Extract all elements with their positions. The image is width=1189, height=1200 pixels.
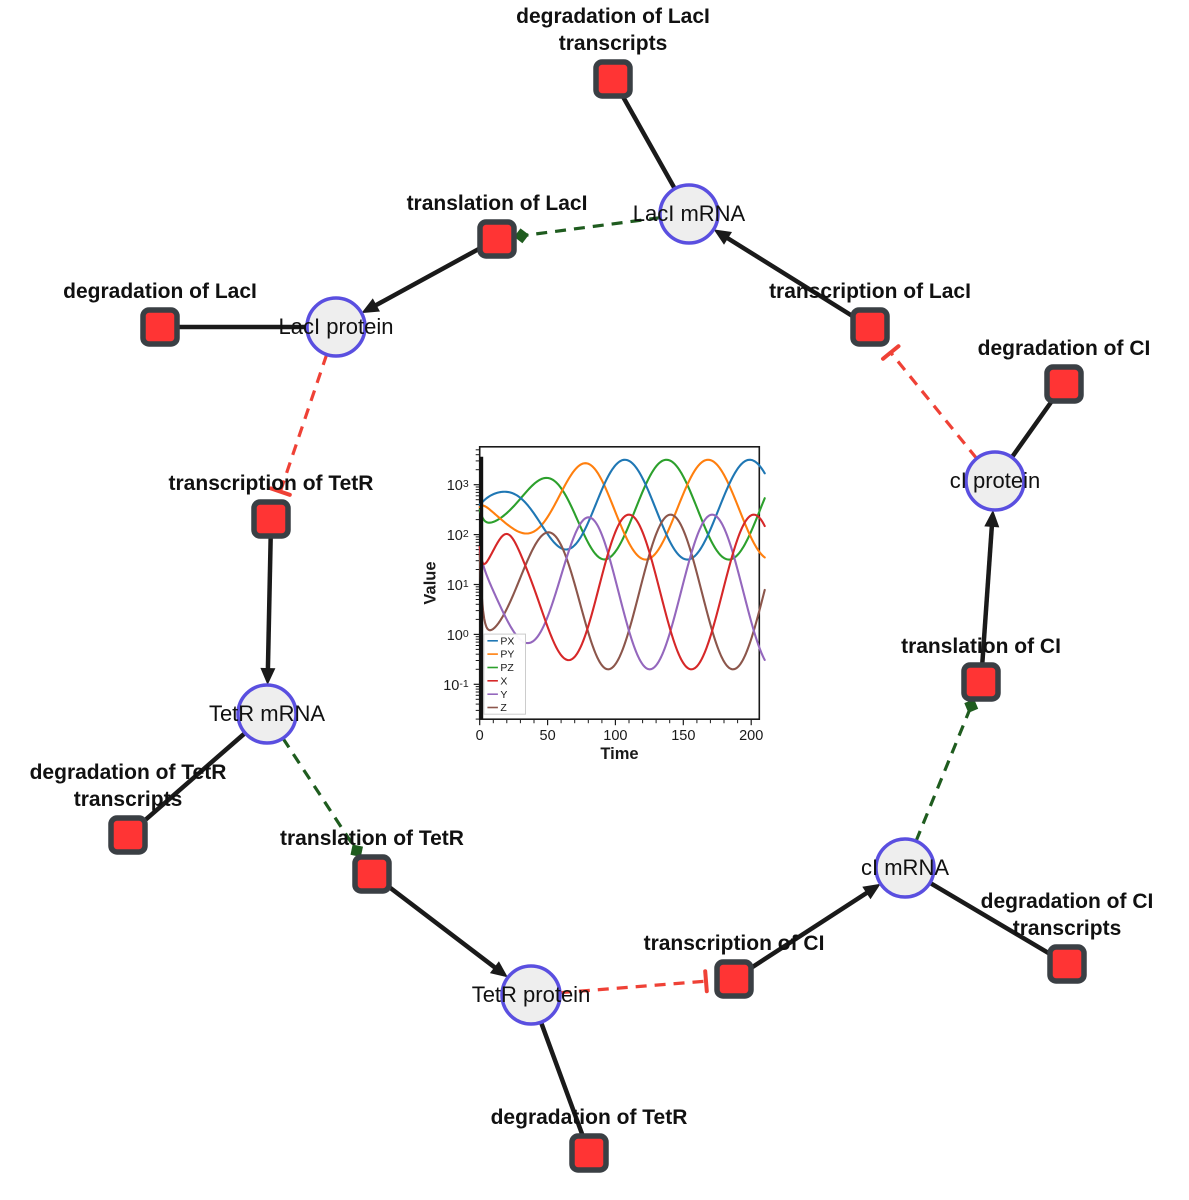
svg-text:PY: PY: [500, 649, 514, 661]
svg-text:PX: PX: [500, 635, 514, 647]
svg-text:transcription of CI: transcription of CI: [644, 932, 825, 955]
svg-text:translation of LacI: translation of LacI: [407, 192, 588, 215]
svg-text:cI mRNA: cI mRNA: [861, 855, 949, 880]
svg-text:PZ: PZ: [500, 662, 514, 674]
svg-text:100: 100: [603, 728, 627, 744]
svg-text:transcripts: transcripts: [1013, 917, 1122, 940]
svg-text:X: X: [500, 675, 507, 687]
svg-text:degradation of CI: degradation of CI: [981, 890, 1154, 913]
svg-text:LacI mRNA: LacI mRNA: [633, 201, 746, 226]
svg-text:TetR protein: TetR protein: [472, 982, 591, 1007]
svg-text:transcription of LacI: transcription of LacI: [769, 280, 971, 303]
svg-text:degradation of TetR: degradation of TetR: [491, 1106, 688, 1129]
svg-text:Z: Z: [500, 702, 507, 714]
svg-text:degradation of LacI: degradation of LacI: [516, 5, 710, 28]
svg-text:200: 200: [739, 728, 763, 744]
svg-text:0: 0: [476, 728, 484, 744]
svg-text:Time: Time: [600, 745, 638, 763]
svg-text:50: 50: [540, 728, 556, 744]
svg-text:Value: Value: [422, 561, 440, 604]
svg-text:degradation of TetR: degradation of TetR: [30, 761, 227, 784]
svg-text:TetR mRNA: TetR mRNA: [209, 701, 325, 726]
svg-text:translation of CI: translation of CI: [901, 635, 1061, 658]
svg-text:transcription of TetR: transcription of TetR: [169, 472, 374, 495]
svg-text:Y: Y: [500, 689, 507, 701]
svg-text:degradation of LacI: degradation of LacI: [63, 280, 257, 303]
svg-text:transcripts: transcripts: [559, 32, 668, 55]
svg-text:translation of TetR: translation of TetR: [280, 827, 464, 850]
svg-text:transcripts: transcripts: [74, 788, 183, 811]
svg-text:150: 150: [671, 728, 695, 744]
svg-text:degradation of CI: degradation of CI: [978, 337, 1151, 360]
svg-text:cI protein: cI protein: [950, 468, 1041, 493]
svg-text:LacI protein: LacI protein: [279, 314, 394, 339]
